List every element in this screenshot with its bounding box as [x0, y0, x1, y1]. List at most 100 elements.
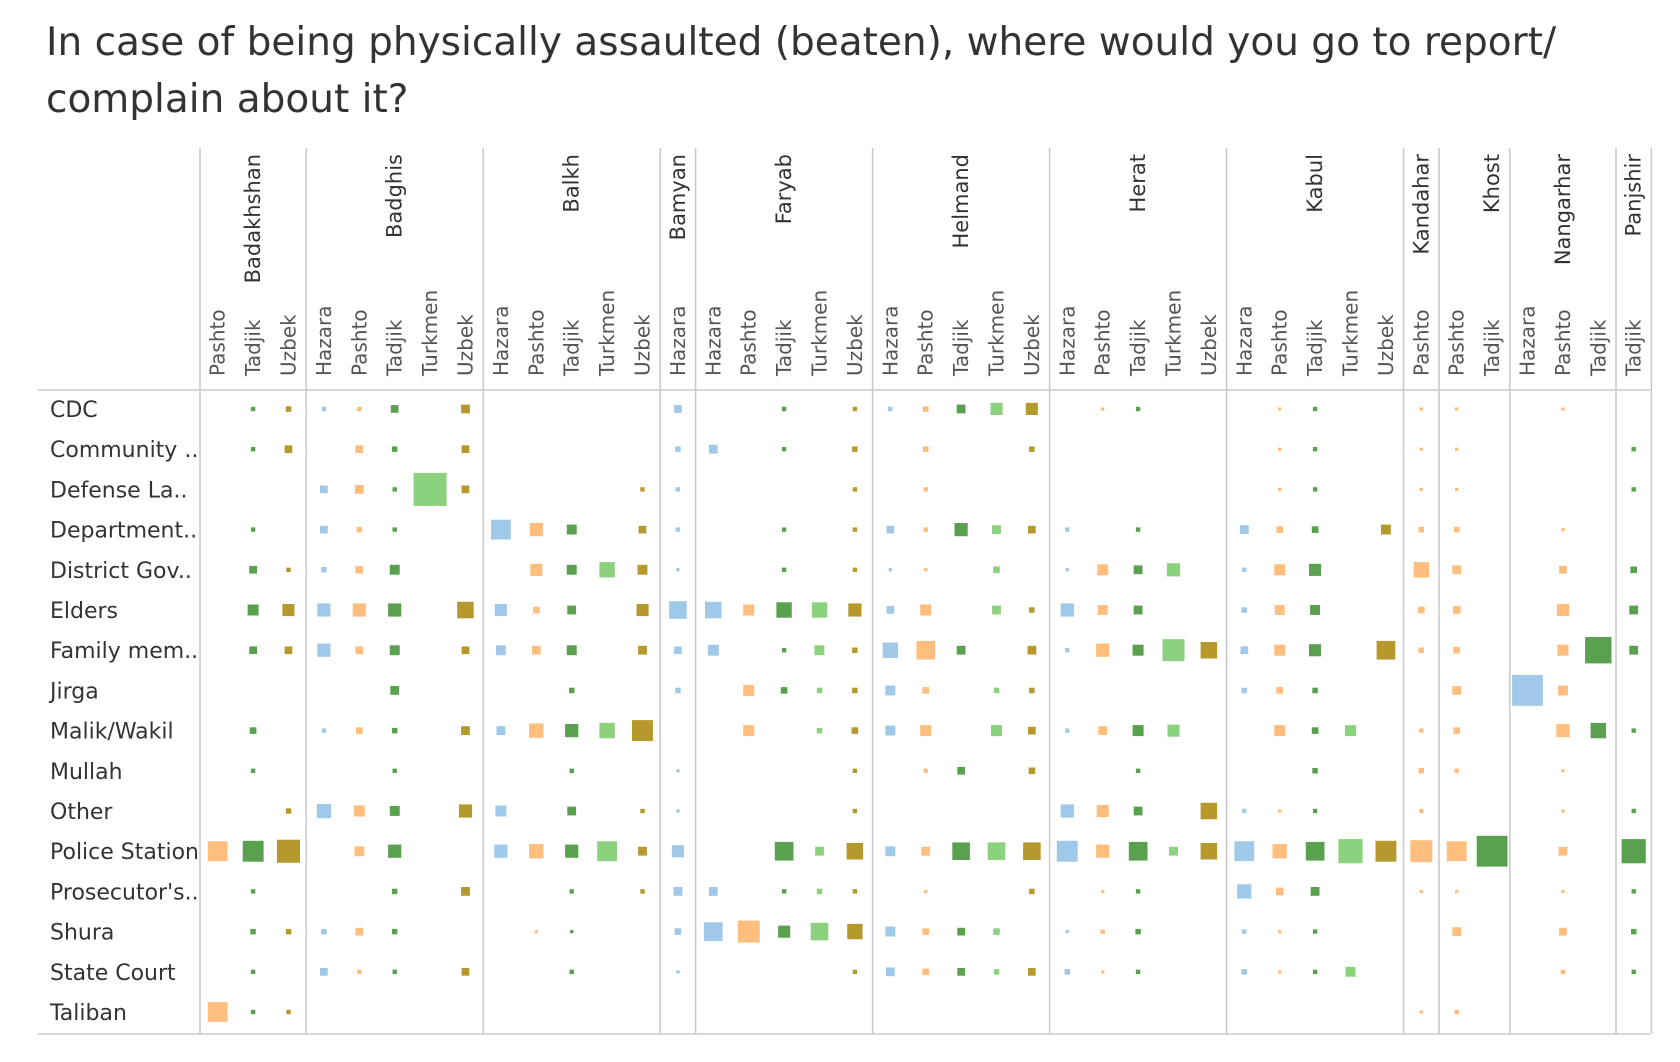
ethnicity-header: Hazara	[666, 305, 690, 376]
heatmap-cell	[569, 969, 574, 974]
heatmap-cell	[1169, 846, 1178, 856]
heatmap-cell	[1309, 563, 1322, 576]
heatmap-cell	[1278, 407, 1282, 411]
heatmap-cell	[1446, 841, 1467, 862]
heatmap-cell	[1028, 525, 1036, 534]
heatmap-cell	[1557, 644, 1569, 656]
heatmap-cell	[852, 808, 858, 814]
heatmap-cell	[1419, 487, 1423, 492]
heatmap-cell	[991, 725, 1002, 737]
heatmap-cell	[993, 566, 1000, 574]
heatmap-cell	[461, 726, 470, 735]
heatmap-cell	[1132, 644, 1144, 656]
heatmap-cell	[1312, 808, 1318, 814]
heatmap-cell	[461, 445, 470, 453]
heatmap-cell	[852, 768, 858, 773]
province-header: Panjshir	[1622, 154, 1646, 237]
row-label: District Gov..	[50, 559, 192, 584]
heatmap-cell	[1418, 768, 1424, 774]
heatmap-cell	[708, 887, 718, 896]
heatmap-cell	[703, 922, 723, 941]
heatmap-cell	[1096, 643, 1110, 657]
heatmap-cell	[355, 445, 364, 453]
ethnicity-header: Hazara	[878, 305, 902, 376]
heatmap-cell	[848, 603, 862, 617]
heatmap-cell	[390, 405, 399, 413]
heatmap-cell	[1419, 728, 1424, 733]
heatmap-cell	[1419, 1010, 1423, 1014]
heatmap-cell	[673, 887, 683, 896]
heatmap-cell	[743, 725, 755, 737]
province-header: Herat	[1126, 154, 1150, 212]
heatmap-cell	[1312, 687, 1318, 694]
row-labels: CDC Community .. Defense La.. Department.. D…	[48, 398, 199, 1026]
heatmap-cell	[992, 605, 1001, 615]
heatmap-cell	[1419, 407, 1423, 411]
heatmap-cell	[354, 846, 365, 857]
heatmap-cell	[276, 839, 300, 863]
heatmap-cell	[1234, 841, 1255, 862]
heatmap-cell	[1029, 446, 1035, 452]
heatmap-cell	[1556, 604, 1569, 617]
heatmap-cell	[1561, 407, 1565, 411]
ethnicity-header: Uzbek	[454, 314, 478, 376]
heatmap-cell	[392, 527, 397, 532]
heatmap-cell	[922, 687, 929, 694]
heatmap-cell	[1276, 526, 1283, 533]
ethnicity-header: Pashto	[1268, 309, 1292, 376]
heatmap-cell	[1312, 487, 1318, 492]
heatmap-cell	[1060, 804, 1074, 818]
heatmap-cell	[1065, 648, 1070, 653]
heatmap-cell	[1310, 887, 1320, 896]
heatmap-cell	[250, 928, 256, 935]
row-label: Malik/Wakil	[50, 720, 174, 745]
heatmap-cell	[491, 519, 511, 540]
heatmap-cell	[250, 527, 256, 532]
heatmap-cell	[671, 845, 684, 858]
heatmap-cell	[285, 406, 292, 412]
heatmap-cell	[780, 687, 788, 694]
heatmap-cell	[1455, 487, 1459, 492]
heatmap-cell	[247, 604, 259, 616]
heatmap-cell	[355, 565, 364, 574]
heatmap-cell	[1065, 527, 1070, 532]
heatmap-cell	[1418, 606, 1425, 614]
heatmap-cell	[1561, 769, 1565, 773]
row-label: Other	[50, 800, 113, 825]
heatmap-cell	[676, 970, 680, 974]
heatmap-cell	[1100, 929, 1105, 934]
ethnicity-header: Turkmen	[1162, 290, 1186, 377]
heatmap-cell	[597, 841, 617, 862]
ethnicity-header: Uzbek	[1197, 314, 1221, 376]
heatmap-cell	[530, 563, 543, 576]
heatmap-cell	[640, 487, 645, 492]
ethnicity-header: Tadjik	[241, 319, 265, 377]
heatmap-cell	[461, 485, 470, 494]
heatmap-cell	[494, 844, 508, 858]
heatmap-cell	[1312, 929, 1318, 934]
heatmap-cell	[1345, 966, 1356, 977]
row-label: Shura	[50, 921, 114, 946]
heatmap-cell	[320, 968, 328, 976]
heatmap-cell	[781, 527, 787, 532]
heatmap-cell	[923, 406, 929, 412]
heatmap-cell	[852, 889, 858, 894]
heatmap-cell	[1274, 644, 1286, 656]
heatmap-cell	[1454, 768, 1459, 773]
heatmap-cell	[354, 485, 364, 494]
heatmap-cell	[1376, 640, 1396, 660]
heatmap-cell	[778, 925, 791, 938]
ethnicity-header: Pashto	[206, 309, 230, 376]
heatmap-cell	[1028, 726, 1036, 735]
heatmap-cell	[1561, 528, 1565, 532]
heatmap-cell	[1453, 727, 1460, 734]
heatmap-cell	[993, 969, 1000, 975]
heatmap-cell	[1630, 566, 1637, 574]
row-label: State Court	[50, 961, 176, 986]
heatmap-cell	[1278, 447, 1282, 451]
heatmap-cell	[923, 446, 929, 452]
heatmap-cell	[923, 768, 928, 773]
heatmap-cell	[705, 601, 722, 619]
heatmap-cell	[250, 406, 256, 412]
ethnicity-header: Uzbek	[1374, 314, 1398, 376]
